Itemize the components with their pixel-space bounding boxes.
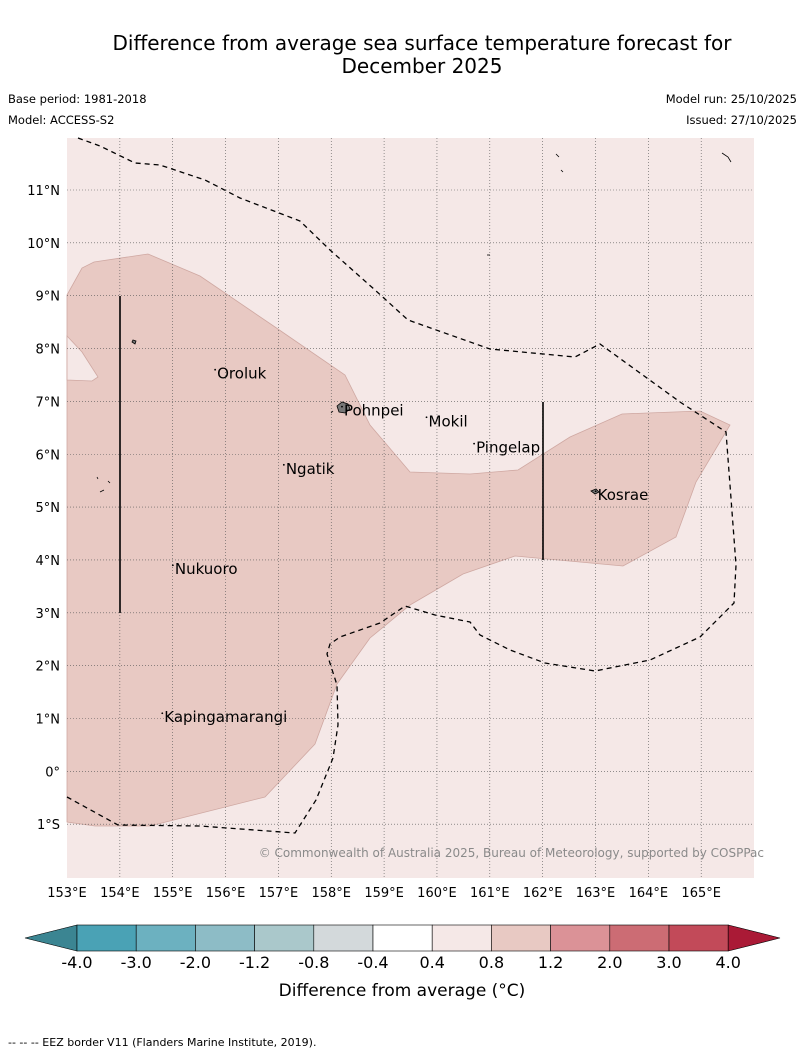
lat-tick-label: 3°N xyxy=(36,607,61,622)
colorbar-tick: -3.0 xyxy=(121,953,152,972)
model-run: Model run: 25/10/2025 xyxy=(665,92,797,106)
lat-tick-label: 0° xyxy=(45,765,60,780)
colorbar-label: Difference from average (°C) xyxy=(278,981,526,1001)
colorbar-tick: 1.2 xyxy=(538,953,563,972)
colorbar-tick: -1.2 xyxy=(239,953,270,972)
place-label: Kosrae xyxy=(598,486,649,504)
colorbar-block xyxy=(195,924,255,952)
lat-tick-label: 5°N xyxy=(36,501,61,516)
colorbar-tick: 2.0 xyxy=(597,953,622,972)
colorbar-tick: -4.0 xyxy=(61,953,92,972)
lat-tick-label: 6°N xyxy=(36,448,61,463)
colorbar-tick: -0.4 xyxy=(357,953,388,972)
lon-tick-label: 165°E xyxy=(681,886,721,901)
colorbar-block xyxy=(668,924,729,952)
title-line-1: Difference from average sea surface temp… xyxy=(112,31,732,55)
place-marker xyxy=(473,442,475,445)
colorbar-block xyxy=(254,924,315,952)
model-name: Model: ACCESS-S2 xyxy=(8,113,115,127)
colorbar-block xyxy=(609,924,670,952)
lon-tick-label: 154°E xyxy=(100,886,140,901)
colorbar-tick: 0.8 xyxy=(479,953,504,972)
lat-tick-label: 11°N xyxy=(27,184,60,199)
colorbar-tick: 0.4 xyxy=(419,953,444,972)
colorbar-block xyxy=(491,924,551,952)
colorbar-block xyxy=(550,924,611,952)
islands xyxy=(96,152,732,495)
lon-tick-label: 157°E xyxy=(259,886,299,901)
colorbar-block xyxy=(313,924,374,952)
place-label: Mokil xyxy=(429,412,468,430)
copyright-notice: © Commonwealth of Australia 2025, Bureau… xyxy=(259,846,764,860)
chart-title: Difference from average sea surface temp… xyxy=(60,32,784,78)
place-label: Pingelap xyxy=(476,439,540,457)
eez-border xyxy=(66,137,737,834)
colorbar: -4.0 -3.0 -2.0 -1.2 -0.8 -0.4 0.4 0.8 1.2 2.0 3.0 4… xyxy=(24,924,781,972)
colorbar-tick: -2.0 xyxy=(180,953,211,972)
place-marker xyxy=(214,368,217,371)
base-period: Base period: 1981-2018 xyxy=(8,92,147,106)
lon-tick-label: 155°E xyxy=(153,886,193,901)
issued-date: Issued: 27/10/2025 xyxy=(686,113,797,127)
lat-tick-label: 4°N xyxy=(36,554,61,569)
colorbar-tick: -0.8 xyxy=(298,953,329,972)
lon-tick-label: 159°E xyxy=(364,886,404,901)
lon-tick-label: 162°E xyxy=(523,886,563,901)
lat-tick-label: 2°N xyxy=(36,660,61,675)
map-figure: Oroluk Pohnpei Mokil Pingelap Ngatik Kosrae Nu… xyxy=(27,137,764,901)
place-marker xyxy=(594,490,597,493)
lat-tick-label: 8°N xyxy=(36,343,61,358)
lon-tick-label: 161°E xyxy=(470,886,510,901)
colorbar-tick-labels: -4.0 -3.0 -2.0 -1.2 -0.8 -0.4 0.4 0.8 1.2 2.0 3.0 4… xyxy=(61,953,741,972)
colorbar-tick: 3.0 xyxy=(656,953,681,972)
place-marker xyxy=(171,564,174,567)
lon-tick-label: 158°E xyxy=(311,886,351,901)
place-marker xyxy=(341,405,343,408)
colorbar-under-arrow xyxy=(24,924,78,952)
place-label: Oroluk xyxy=(217,365,266,383)
lat-tick-label: 1°N xyxy=(36,713,61,728)
lat-tick-label: 9°N xyxy=(36,290,61,305)
lat-tick-label: 1°S xyxy=(37,818,60,833)
colorbar-block xyxy=(372,924,433,952)
eez-footnote: -- -- -- EEZ border V11 (Flanders Marine… xyxy=(8,1036,317,1049)
axis-tick-labels: 153°E 154°E 155°E 156°E 157°E 158°E 159°E 160°E… xyxy=(27,184,721,901)
lon-tick-label: 163°E xyxy=(576,886,616,901)
lat-tick-label: 10°N xyxy=(27,237,60,252)
title-line-2: December 2025 xyxy=(341,54,503,78)
place-label: Kapingamarangi xyxy=(164,708,287,726)
colorbar-block xyxy=(76,924,137,952)
colorbar-tick: 4.0 xyxy=(715,953,740,972)
place-label: Nukuoro xyxy=(175,560,238,578)
lon-tick-label: 156°E xyxy=(206,886,246,901)
place-label: Pohnpei xyxy=(344,402,404,420)
place-marker xyxy=(425,416,428,419)
anomaly-region xyxy=(66,253,731,827)
graticule xyxy=(67,138,754,878)
place-marker xyxy=(161,712,164,715)
place-labels: Oroluk Pohnpei Mokil Pingelap Ngatik Kosrae Nu… xyxy=(161,365,649,726)
dateline-bars xyxy=(119,296,544,613)
lon-tick-label: 153°E xyxy=(47,886,87,901)
colorbar-block xyxy=(431,924,492,952)
colorbar-blocks xyxy=(24,924,781,952)
lat-tick-label: 7°N xyxy=(36,395,61,410)
place-marker xyxy=(282,463,285,466)
colorbar-block xyxy=(135,924,196,952)
lon-tick-label: 160°E xyxy=(417,886,457,901)
lon-tick-label: 164°E xyxy=(629,886,669,901)
colorbar-over-arrow xyxy=(727,924,781,952)
place-label: Ngatik xyxy=(286,460,335,478)
